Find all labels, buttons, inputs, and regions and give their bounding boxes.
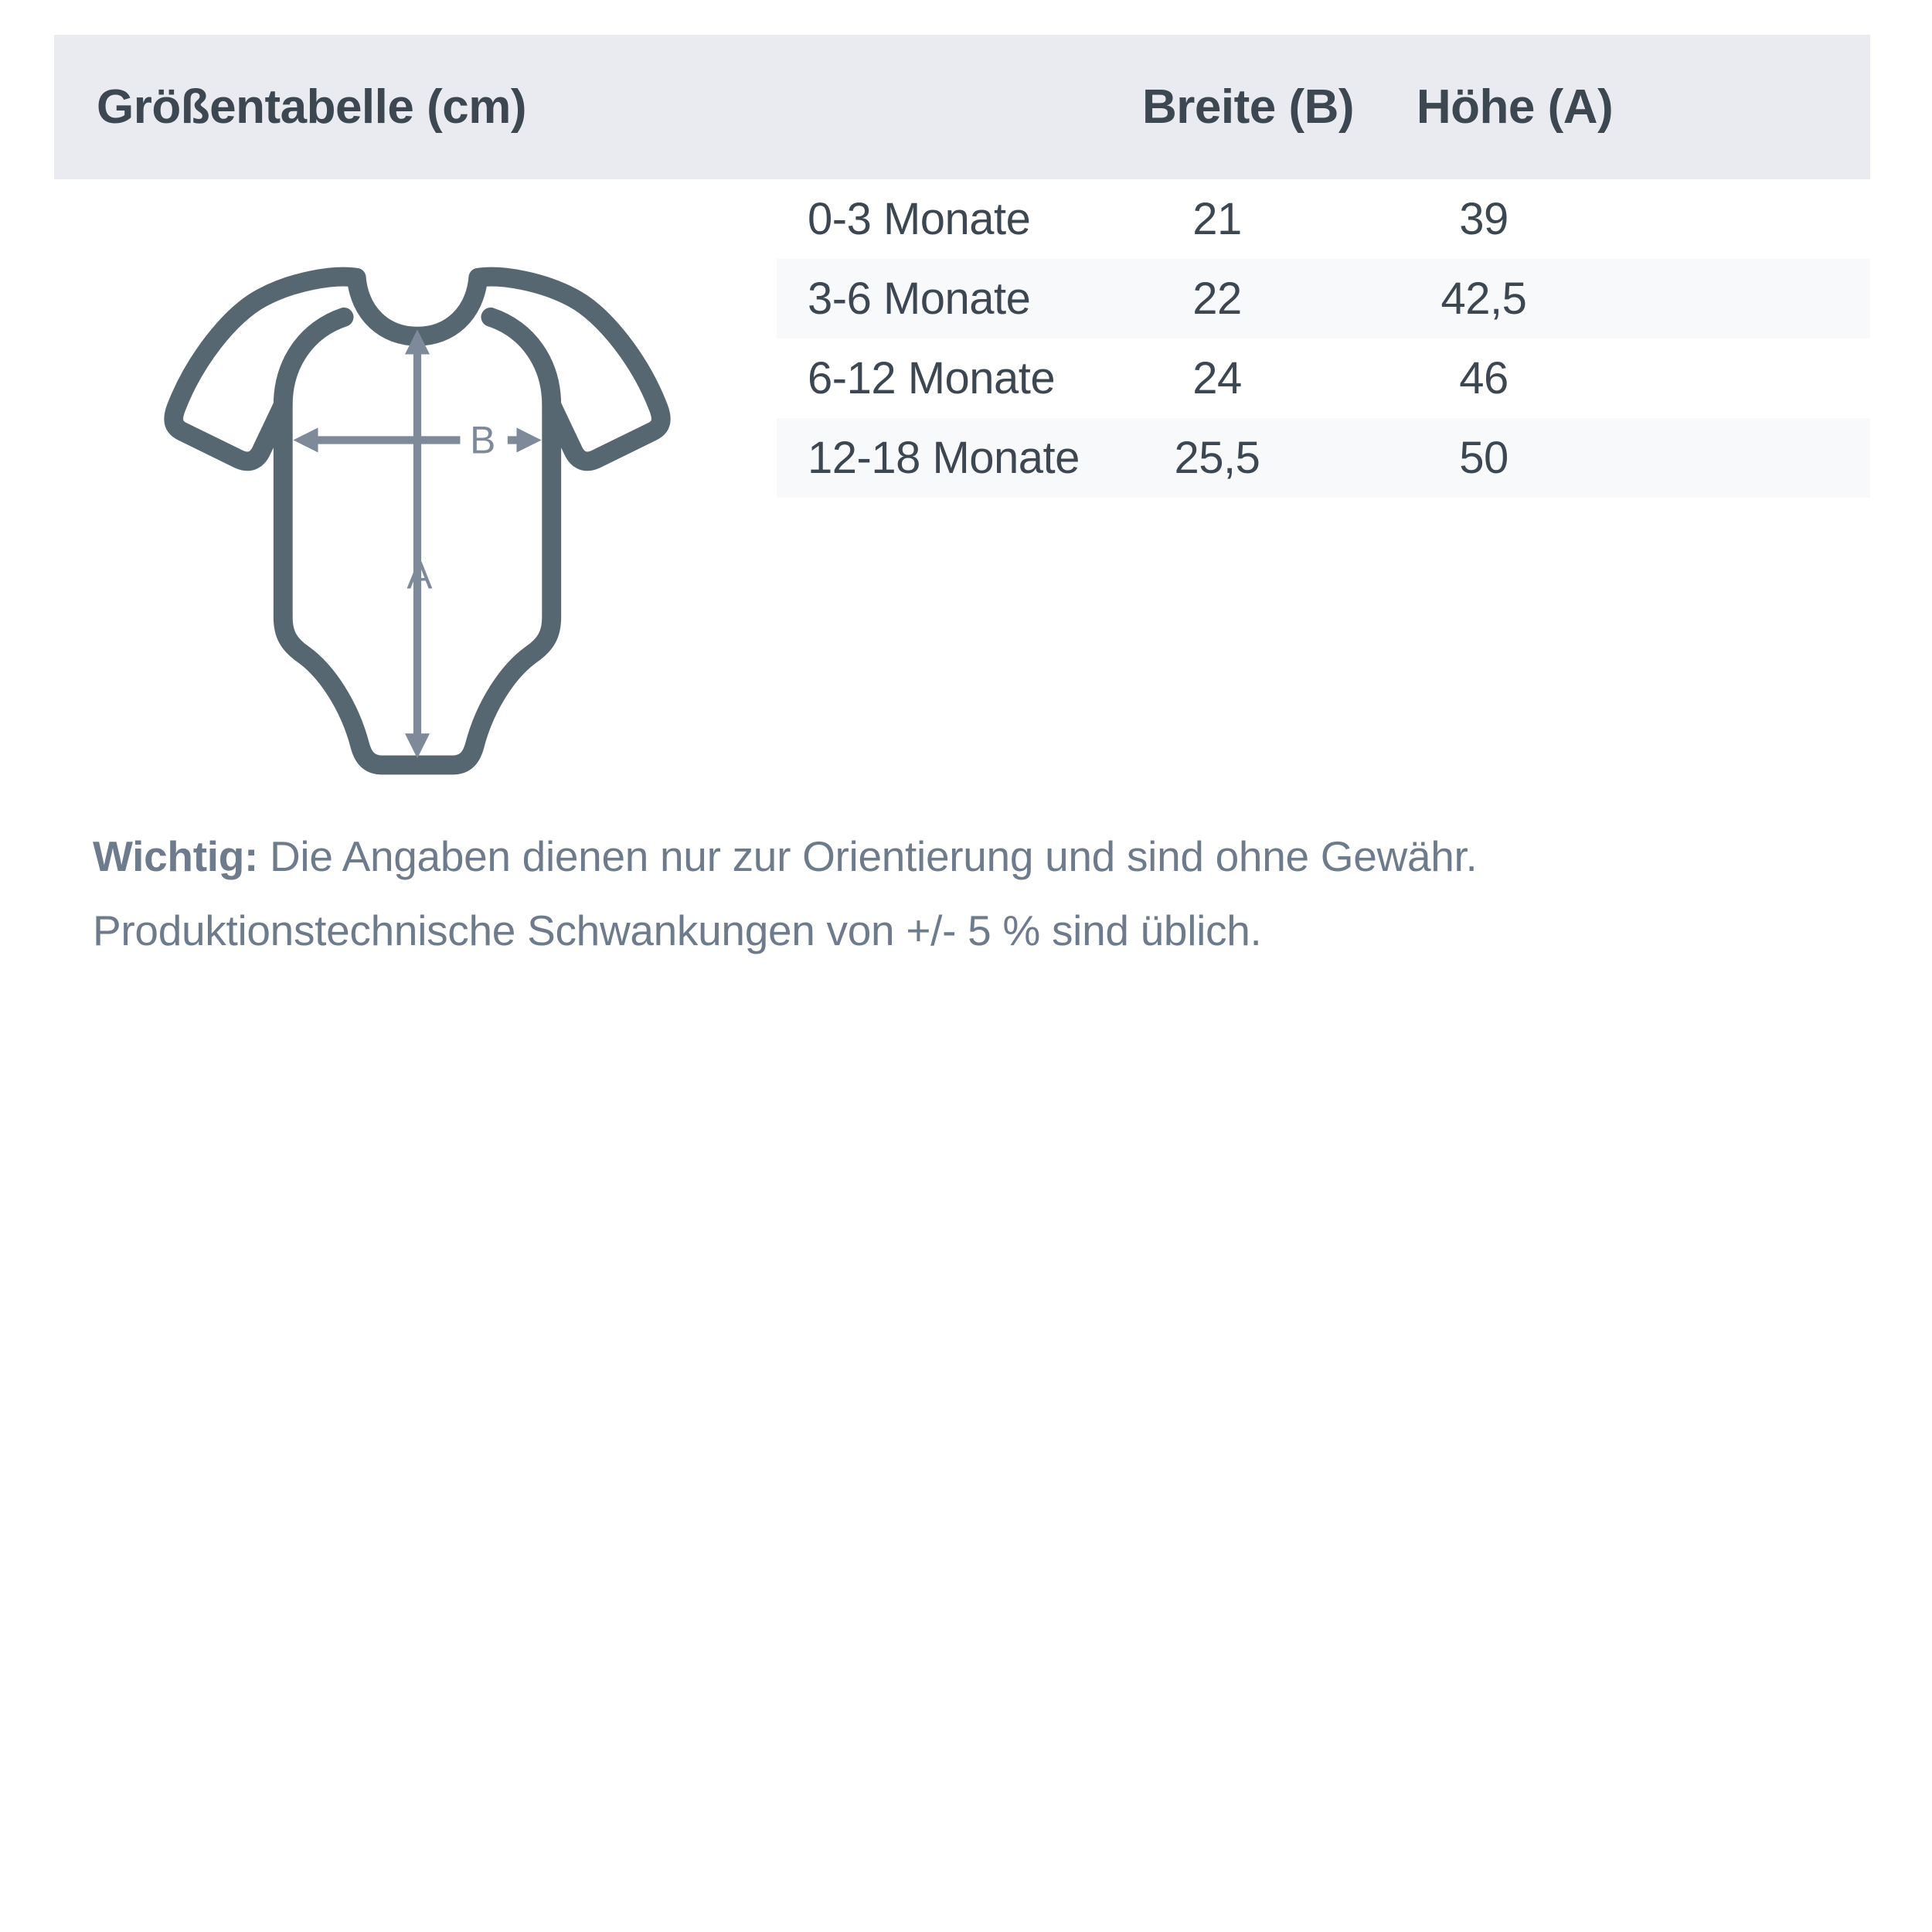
footnote-line-1: Die Angaben dienen nur zur Orientierung …: [258, 832, 1478, 880]
column-header-breite: Breite (B): [1141, 80, 1355, 134]
cell-hoehe: 50: [1459, 433, 1509, 483]
cell-breite: 25,5: [1174, 433, 1260, 483]
cell-hoehe: 46: [1459, 353, 1509, 403]
arrow-b-head-left: [293, 427, 318, 453]
cell-size-label: 0-3 Monate: [808, 194, 1031, 244]
table-row: 6-12 Monate 24 46: [777, 338, 1870, 418]
cell-hoehe: 39: [1459, 194, 1509, 244]
size-table-body: 0-3 Monate 21 39 3-6 Monate 22 42,5 6-12…: [777, 179, 1870, 498]
footnote-disclaimer: Wichtig: Die Angaben dienen nur zur Orie…: [93, 819, 1870, 968]
cell-size-label: 3-6 Monate: [808, 274, 1031, 324]
footnote-line-2: Produktionstechnische Schwankungen von +…: [93, 906, 1262, 954]
arrow-a-head-top: [404, 329, 430, 355]
footnote-strong-label: Wichtig:: [93, 832, 259, 880]
dimension-label-a: A: [406, 554, 432, 597]
arrow-b-head-right: [516, 427, 542, 453]
cell-breite: 22: [1192, 274, 1242, 324]
cell-breite: 24: [1192, 353, 1242, 403]
column-header-hoehe: Höhe (A): [1416, 80, 1614, 134]
table-row: 3-6 Monate 22 42,5: [777, 259, 1870, 338]
cell-hoehe: 42,5: [1440, 274, 1527, 324]
table-row: 0-3 Monate 21 39: [777, 179, 1870, 259]
cell-size-label: 6-12 Monate: [808, 353, 1056, 403]
bodysuit-diagram: B A: [135, 228, 699, 792]
bodysuit-outline-icon: [164, 267, 671, 775]
dimension-label-b: B: [470, 418, 495, 461]
table-row: 12-18 Monate 25,5 50: [777, 418, 1870, 498]
measurement-arrows: [293, 329, 542, 759]
table-header-band: Größentabelle (cm) Breite (B) Höhe (A): [54, 35, 1870, 179]
cell-size-label: 12-18 Monate: [808, 433, 1080, 483]
arrow-a-head-bottom: [404, 733, 430, 759]
page-title: Größentabelle (cm): [97, 80, 527, 134]
cell-breite: 21: [1192, 194, 1242, 244]
